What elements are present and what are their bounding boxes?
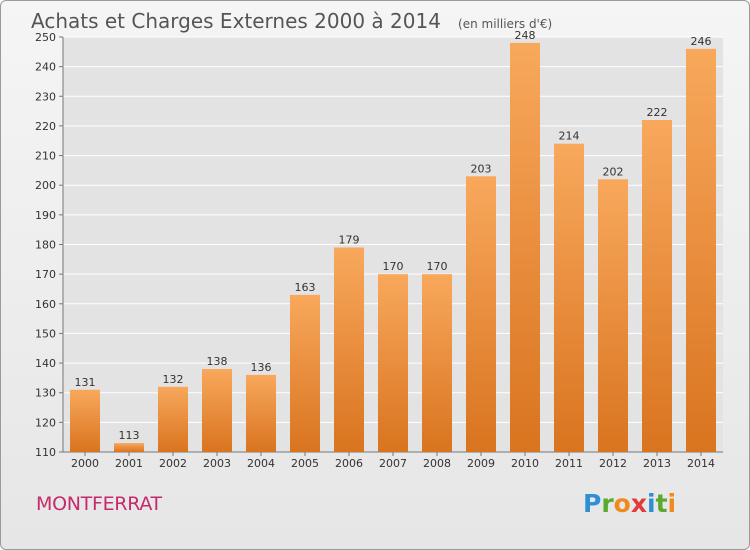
y-tick-label: 240 — [35, 61, 56, 74]
y-tick-label: 210 — [35, 150, 56, 163]
logo-letter: r — [601, 489, 614, 518]
value-label: 131 — [75, 376, 96, 389]
x-tick-label: 2005 — [291, 457, 319, 470]
x-tick-label: 2002 — [159, 457, 187, 470]
value-label: 163 — [295, 281, 316, 294]
y-tick-label: 190 — [35, 209, 56, 222]
logo-letter: t — [655, 489, 668, 518]
chart-title: Achats et Charges Externes 2000 à 2014 — [31, 9, 441, 33]
x-tick-label: 2008 — [423, 457, 451, 470]
y-tick-label: 250 — [35, 31, 56, 44]
bar — [378, 274, 408, 452]
bars — [70, 42, 716, 453]
x-tick-label: 2014 — [687, 457, 715, 470]
logo-letter: i — [667, 489, 677, 518]
value-label: 170 — [383, 260, 404, 273]
y-tick-label: 140 — [35, 357, 56, 370]
proxiti-logo: Proxiti — [583, 489, 676, 518]
y-tick-label: 120 — [35, 416, 56, 429]
y-tick-label: 160 — [35, 298, 56, 311]
x-tick-label: 2006 — [335, 457, 363, 470]
value-label: 136 — [251, 361, 272, 374]
y-tick-label: 130 — [35, 387, 56, 400]
labels: 131 113 132 138 136 163 179 170 170 203 248 214 202 2… — [75, 29, 712, 442]
y-tick-label: 170 — [35, 268, 56, 281]
bar — [422, 274, 452, 452]
value-label: 138 — [207, 355, 228, 368]
bar — [290, 294, 320, 452]
bar — [334, 247, 364, 452]
bar — [70, 389, 100, 452]
bar — [246, 374, 276, 452]
y-tick-label: 150 — [35, 327, 56, 340]
y-tick-label: 180 — [35, 239, 56, 252]
x-tick-label: 2000 — [71, 457, 99, 470]
bar — [466, 176, 496, 453]
value-label: 170 — [427, 260, 448, 273]
x-tick-label: 2009 — [467, 457, 495, 470]
value-label: 248 — [515, 29, 536, 42]
x-tick-label: 2011 — [555, 457, 583, 470]
logo-letter: i — [647, 489, 656, 518]
logo-letter: P — [583, 489, 602, 518]
value-label: 179 — [339, 233, 360, 246]
x-tick-label: 2010 — [511, 457, 539, 470]
chart-unit: (en milliers d'€) — [458, 17, 553, 31]
commune-name: MONTFERRAT — [36, 493, 162, 515]
bar — [158, 386, 188, 452]
chart-title-row: Achats et Charges Externes 2000 à 2014 (… — [31, 9, 552, 33]
x-tick-label: 2001 — [115, 457, 143, 470]
value-label: 203 — [471, 162, 492, 175]
bar — [642, 120, 672, 452]
x-tick-label: 2007 — [379, 457, 407, 470]
y-tick-label: 220 — [35, 120, 56, 133]
value-label: 202 — [603, 165, 624, 178]
value-label: 246 — [691, 35, 712, 48]
x-tick-label: 2013 — [643, 457, 671, 470]
value-label: 214 — [559, 130, 580, 143]
y-tick-label: 110 — [35, 446, 56, 459]
bar — [686, 48, 716, 452]
y-tick-label: 200 — [35, 179, 56, 192]
logo-letter: x — [630, 489, 647, 518]
y-tick-label: 230 — [35, 90, 56, 103]
bar-chart: 110 120 130 140 150 160 170 180 190 200 210 220 230 2… — [35, 29, 723, 470]
bar — [510, 42, 540, 453]
bar — [598, 179, 628, 453]
x-tick-label: 2012 — [599, 457, 627, 470]
value-label: 222 — [647, 106, 668, 119]
bar — [554, 143, 584, 452]
x-tick-label: 2004 — [247, 457, 275, 470]
logo-letter: o — [613, 489, 631, 518]
value-label: 132 — [163, 373, 184, 386]
bar — [202, 369, 232, 452]
bar — [114, 443, 144, 452]
x-tick-label: 2003 — [203, 457, 231, 470]
value-label: 113 — [119, 429, 140, 442]
